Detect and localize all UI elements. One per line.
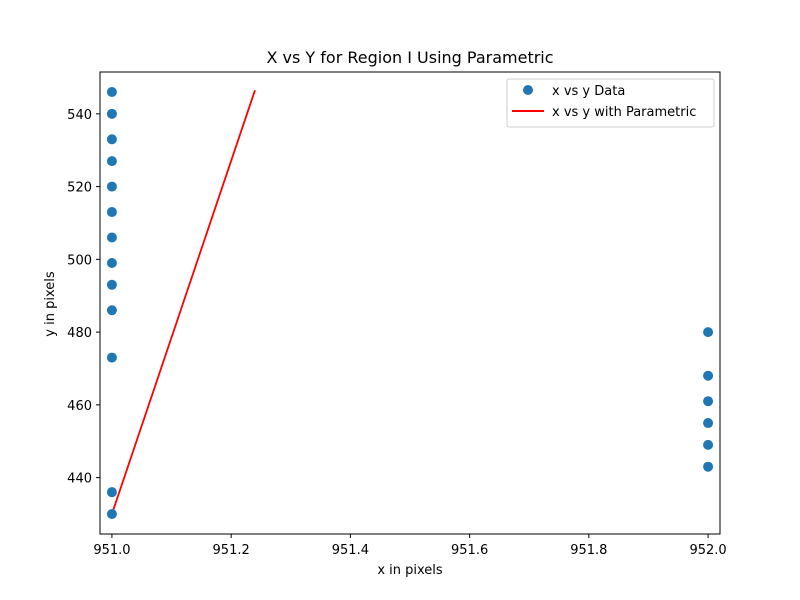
y-axis-title: y in pixels <box>43 271 58 337</box>
parametric-line <box>111 89 256 515</box>
data-point <box>106 156 117 167</box>
plot-frame <box>99 71 721 535</box>
x-tick-label: 951.2 <box>213 543 250 558</box>
data-point <box>106 508 117 519</box>
x-tick-label: 952.0 <box>689 543 726 558</box>
data-point <box>703 396 714 407</box>
x-tick-label: 951.0 <box>93 543 130 558</box>
data-point <box>106 87 117 98</box>
data-point <box>106 134 117 145</box>
legend: x vs y Data x vs y with Parametric <box>506 78 715 128</box>
data-point <box>106 352 117 363</box>
x-axis-title: x in pixels <box>377 563 443 578</box>
legend-label-data: x vs y Data <box>552 84 625 99</box>
plot-area <box>106 87 714 519</box>
x-tick-label: 951.4 <box>332 543 369 558</box>
axes: 951.0 951.2 951.4 951.6 951.8 952.0 440 460 480 5… <box>67 71 727 558</box>
y-tick-label: 540 <box>67 108 92 123</box>
x-tick-label: 951.6 <box>451 543 488 558</box>
y-tick-label: 460 <box>67 399 92 414</box>
data-point <box>703 370 714 381</box>
data-point <box>106 108 117 119</box>
data-point <box>106 181 117 192</box>
legend-frame <box>506 78 715 128</box>
data-point <box>106 279 117 290</box>
data-point <box>703 418 714 429</box>
data-point <box>106 257 117 268</box>
data-point <box>106 305 117 316</box>
y-tick-label: 480 <box>67 326 92 341</box>
y-tick-label: 440 <box>67 472 92 487</box>
legend-label-parametric: x vs y with Parametric <box>552 105 696 120</box>
data-point <box>106 487 117 498</box>
data-point <box>106 232 117 243</box>
data-point <box>703 327 714 338</box>
y-tick-label: 520 <box>67 181 92 196</box>
data-point <box>106 207 117 218</box>
y-tick-label: 500 <box>67 253 92 268</box>
chart-title: X vs Y for Region I Using Parametric <box>266 48 553 67</box>
data-point <box>703 461 714 472</box>
x-tick-label: 951.8 <box>570 543 607 558</box>
legend-marker-scatter <box>523 85 533 95</box>
data-point <box>703 439 714 450</box>
